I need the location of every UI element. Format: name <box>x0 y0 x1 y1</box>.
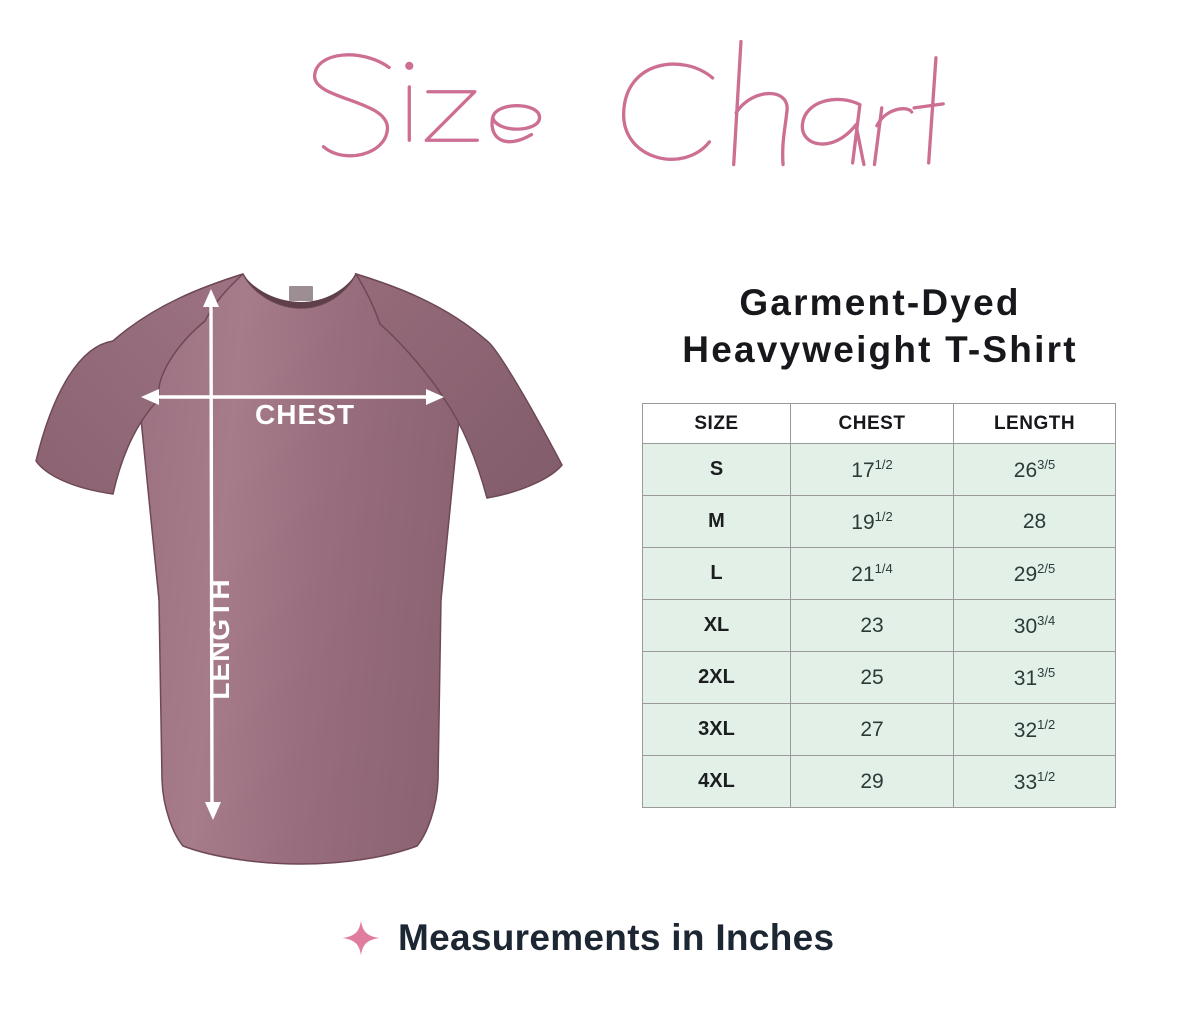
svg-text:LENGTH: LENGTH <box>204 578 235 699</box>
svg-text:CHEST: CHEST <box>255 399 355 430</box>
